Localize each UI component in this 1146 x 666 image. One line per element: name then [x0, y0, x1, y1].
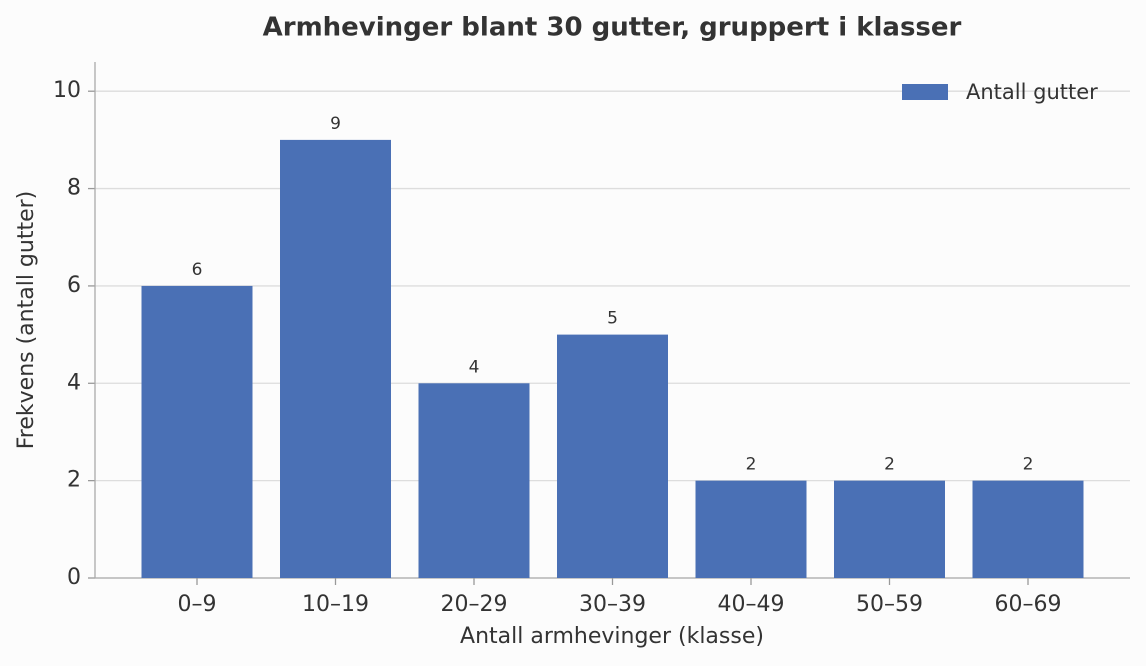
- x-axis-label: Antall armhevinger (klasse): [460, 624, 764, 649]
- bar: [557, 334, 668, 578]
- bar: [695, 480, 807, 578]
- bar: [418, 383, 530, 578]
- y-tick-label: 8: [67, 176, 81, 201]
- x-tick-label: 10–19: [302, 592, 369, 617]
- y-tick-label: 4: [67, 370, 81, 395]
- y-axis-label: Frekvens (antall gutter): [14, 191, 39, 450]
- legend-swatch: [902, 84, 948, 100]
- data-label: 5: [607, 309, 618, 329]
- x-tick-label: 0–9: [178, 592, 217, 617]
- bar: [972, 480, 1084, 578]
- x-tick-label: 50–59: [856, 592, 923, 617]
- data-label: 9: [330, 114, 341, 134]
- y-tick-label: 0: [67, 565, 81, 590]
- chart-title: Armhevinger blant 30 gutter, gruppert i …: [263, 13, 962, 43]
- x-tick-label: 40–49: [718, 592, 785, 617]
- bar: [280, 139, 391, 579]
- x-tick-label: 20–29: [441, 592, 508, 617]
- x-tick-label: 60–69: [995, 592, 1062, 617]
- x-tick-label: 30–39: [579, 592, 646, 617]
- data-label: 2: [884, 455, 895, 475]
- y-tick-label: 6: [67, 273, 81, 298]
- data-label: 2: [746, 455, 757, 475]
- y-tick-label: 10: [53, 78, 81, 103]
- legend-label: Antall gutter: [966, 80, 1098, 104]
- y-tick-label: 2: [67, 468, 81, 493]
- bar: [834, 480, 945, 578]
- bar: [141, 285, 253, 578]
- data-label: 4: [469, 357, 480, 377]
- data-label: 2: [1023, 455, 1034, 475]
- data-label: 6: [192, 260, 203, 280]
